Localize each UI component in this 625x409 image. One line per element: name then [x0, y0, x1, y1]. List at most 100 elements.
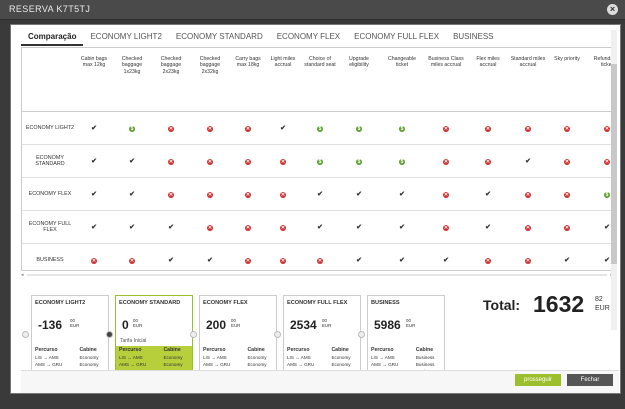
route-row: AMS → GRU Economy: [116, 361, 192, 368]
cross-icon: ✕: [280, 159, 286, 165]
close-button[interactable]: Fechar: [567, 374, 613, 386]
cross-icon: ✕: [245, 159, 251, 165]
cabin-cell: Economy: [331, 362, 351, 367]
cabin-cell: Economy: [247, 355, 267, 360]
fare-card-price: -136: [38, 318, 63, 332]
cross-icon: ✕: [129, 258, 135, 264]
scroll-left-icon[interactable]: ◂: [21, 272, 24, 278]
column-header: Changeable ticket: [388, 56, 416, 69]
column-header: Refundable ticket: [593, 56, 613, 69]
window-titlebar: RESERVA K7T5TJ ×: [0, 0, 625, 20]
cross-icon: ✕: [443, 159, 449, 165]
column-header-row: Cabin bags max 12kg Checked baggage 1x23k…: [22, 48, 613, 112]
cross-icon: ✕: [525, 258, 531, 264]
check-icon: ✔: [317, 224, 323, 231]
tab-1[interactable]: ECONOMY LIGHT2: [90, 32, 162, 41]
tab-4[interactable]: ECONOMY FULL FLEX: [354, 32, 440, 41]
route-cell: LIS → AMS: [203, 355, 227, 360]
column-header: Carry bags max 18kg: [235, 56, 261, 69]
route-row: AMS → GRU Economy: [200, 361, 276, 368]
check-icon: ✔: [91, 224, 97, 231]
proceed-button[interactable]: prosseguir: [515, 374, 561, 386]
check-icon: ✔: [168, 224, 174, 231]
table-row: ECONOMY FULL FLEX ✔ ✔ ✔ ✕ ✕ ✕ ✔ ✔ ✔ ✕ ✔ ✕ ✕ ✔: [22, 211, 612, 244]
fare-radio[interactable]: [22, 331, 29, 338]
row-label: BUSINESS: [36, 256, 64, 263]
dollar-icon: $: [356, 159, 362, 165]
route-row: LIS → AMS Business: [368, 354, 444, 361]
column-header: Checked baggage 2x23kg: [160, 56, 182, 75]
table-row: ECONOMY STANDARD ✔ ✔ ✕ ✕ ✕ ✕ $ $ $ ✕ ✕ ✔ ✕ ✕: [22, 145, 612, 178]
route-cell: LIS → AMS: [119, 355, 143, 360]
cabin-header: Cabine: [247, 347, 265, 353]
cross-icon: ✕: [168, 192, 174, 198]
fare-card-cents: 00 EUR: [322, 318, 331, 328]
tab-2[interactable]: ECONOMY STANDARD: [175, 32, 263, 41]
fare-card-currency: EUR: [406, 323, 416, 328]
fare-card-price: 200: [206, 318, 227, 332]
cross-icon: ✕: [604, 159, 610, 165]
column-header: Checked baggage 2x32kg: [199, 56, 221, 75]
table-row: BUSINESS ✕ ✕ ✔ ✔ ✕ ✕ ✕ ✔ ✔ ✔ ✕ ✕ ✔ ✔: [22, 244, 612, 270]
cross-icon: ✕: [91, 258, 97, 264]
route-header: Percurso: [287, 347, 310, 353]
route-header: Percurso: [35, 347, 58, 353]
tab-3[interactable]: ECONOMY FLEX: [276, 32, 341, 41]
route-cell: AMS → GRU: [119, 362, 147, 367]
check-icon: ✔: [91, 125, 97, 132]
fare-radio[interactable]: [358, 331, 365, 338]
cabin-header: Cabine: [415, 347, 434, 353]
cross-icon: ✕: [207, 192, 213, 198]
fare-card-cents-value: 00: [133, 318, 138, 323]
dollar-icon: $: [356, 126, 362, 132]
check-icon: ✔: [91, 191, 97, 198]
fare-radio[interactable]: [106, 331, 113, 338]
cross-icon: ✕: [443, 192, 449, 198]
route-header: Percurso: [371, 347, 394, 353]
cross-icon: ✕: [443, 126, 449, 132]
cross-icon: ✕: [280, 225, 286, 231]
fare-card-cents: 00 EUR: [70, 318, 79, 328]
check-icon: ✔: [356, 224, 362, 231]
scroll-thumb[interactable]: [611, 64, 617, 264]
fare-card-cents-value: 00: [231, 318, 236, 323]
check-icon: ✔: [356, 257, 362, 264]
cabin-cell: Economy: [79, 355, 99, 360]
scroll-track[interactable]: [27, 274, 607, 276]
cross-icon: ✕: [525, 225, 531, 231]
tab-0[interactable]: Comparação: [21, 30, 84, 46]
cross-icon: ✕: [564, 126, 570, 132]
check-icon: ✔: [399, 224, 405, 231]
fare-card-cents: 00 EUR: [133, 318, 142, 328]
total-cents-value: 82: [595, 296, 603, 303]
route-row: LIS → AMS Economy: [32, 354, 108, 361]
check-icon: ✔: [280, 125, 286, 132]
cross-icon: ✕: [207, 159, 213, 165]
cabin-cell: Economy: [79, 362, 99, 367]
cross-icon: ✕: [317, 258, 323, 264]
fare-radio[interactable]: [190, 331, 197, 338]
fare-dialog: Comparação ECONOMY LIGHT2 ECONOMY STANDARD…: [10, 24, 621, 394]
window-title: RESERVA K7T5TJ: [9, 4, 91, 14]
fare-card-cents-value: 00: [70, 318, 75, 323]
check-icon: ✔: [129, 158, 135, 165]
cross-icon: ✕: [564, 159, 570, 165]
cross-icon: ✕: [207, 126, 213, 132]
route-row: LIS → AMS Economy: [284, 354, 360, 361]
column-header: Upgrade eligibility: [349, 56, 369, 69]
dollar-icon: $: [129, 126, 135, 132]
route-cell: AMS → GRU: [35, 362, 63, 367]
dialog-footer: prosseguir Fechar: [21, 370, 619, 393]
cross-icon: ✕: [280, 258, 286, 264]
check-icon: ✔: [525, 158, 531, 165]
check-icon: ✔: [485, 191, 491, 198]
vertical-scrollbar[interactable]: [611, 30, 617, 330]
table-row: ECONOMY FLEX ✔ ✔ ✕ ✕ ✕ ✕ ✔ ✔ ✔ ✕ ✔ ✕ ✕ $: [22, 178, 612, 211]
dollar-icon: $: [604, 192, 610, 198]
cabin-header: Cabine: [163, 347, 181, 353]
fare-radio[interactable]: [274, 331, 281, 338]
close-icon[interactable]: ×: [607, 4, 618, 15]
route-row: LIS → AMS Economy: [200, 354, 276, 361]
check-icon: ✔: [317, 191, 323, 198]
tab-5[interactable]: BUSINESS: [453, 32, 494, 41]
